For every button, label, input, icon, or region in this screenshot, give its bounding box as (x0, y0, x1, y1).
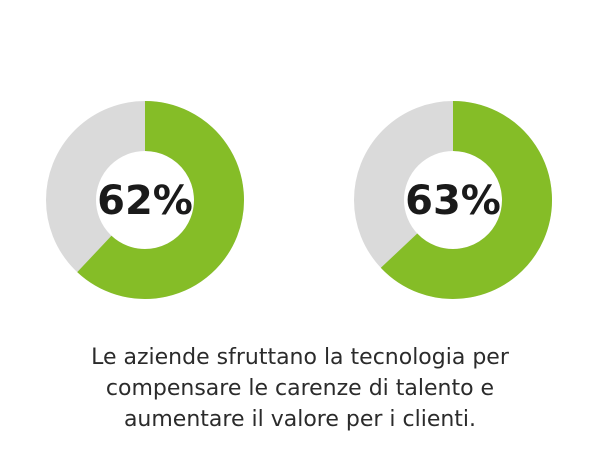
donut-2-value-arc (380, 101, 552, 299)
donut-1-value-arc (77, 101, 244, 299)
caption-line-2: compensare le carenze di talento e (105, 376, 495, 401)
donut-1-percentage: 62% (97, 178, 193, 224)
caption-line-1: Le aziende sfruttano la tecnologia per (91, 345, 509, 370)
caption: Le aziende sfruttano la tecnologia per c… (0, 342, 600, 435)
donut-2-percentage: 63% (405, 178, 501, 224)
donut-charts: 62% 63% (46, 101, 552, 299)
donut-chart-1: 62% (46, 101, 244, 299)
donut-chart-2: 63% (354, 101, 552, 299)
caption-line-3: aumentare il valore per i clienti. (123, 407, 477, 432)
